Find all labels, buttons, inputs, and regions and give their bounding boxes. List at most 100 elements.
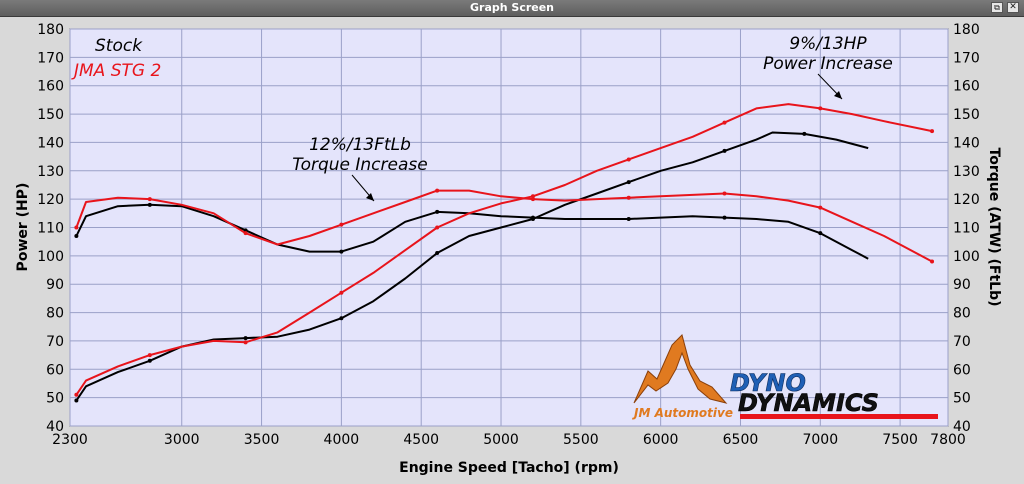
y-left-tick-label: 60 <box>46 362 64 378</box>
restore-window-icon[interactable]: ⧉ <box>991 2 1003 13</box>
series-point-2 <box>626 157 631 162</box>
series-point-0 <box>435 251 440 256</box>
jm-logo-icon <box>633 334 728 404</box>
series-point-3 <box>722 191 727 196</box>
y-left-tick-label: 70 <box>46 334 64 350</box>
window-titlebar: Graph Screen ⧉ ✕ <box>0 0 1024 17</box>
y-left-tick-label: 140 <box>37 135 64 151</box>
dyno-chart: 2300 3000 3500 4000 4500 5000 5500 6000 6500 7000… <box>15 22 1002 476</box>
y-right-tick-label: 180 <box>953 22 980 38</box>
y-right-tick-label: 160 <box>953 79 980 95</box>
annotation-torque-arrowhead <box>366 193 374 201</box>
x-axis-title: Engine Speed [Tacho] (rpm) <box>399 460 619 476</box>
y-left-tick-label: 120 <box>37 192 64 208</box>
close-window-icon[interactable]: ✕ <box>1007 2 1019 13</box>
x-tick-label: 3500 <box>244 432 280 448</box>
y-right-tick-label: 120 <box>953 192 980 208</box>
series-point-2 <box>818 106 823 111</box>
series-point-0 <box>243 336 248 341</box>
logo-word-dynamics: DYNAMICS <box>738 389 879 417</box>
grid-lines <box>69 28 949 427</box>
series-point-3 <box>243 231 248 236</box>
series-point-0 <box>626 180 631 185</box>
series-point-3 <box>930 259 935 264</box>
y-right-tick-label: 110 <box>953 221 980 237</box>
logo-brand-text: JM Automotive <box>632 406 733 420</box>
x-axis-ticks: 2300 3000 3500 4000 4500 5000 5500 6000 6500 7000… <box>52 432 966 448</box>
series-point-3 <box>339 222 344 227</box>
series-point-3 <box>530 197 535 202</box>
series-point-2 <box>435 225 440 230</box>
logo-underline-bar <box>740 414 938 419</box>
y-left-tick-label: 130 <box>37 164 64 180</box>
y-right-tick-label: 130 <box>953 164 980 180</box>
series-point-0 <box>74 398 79 403</box>
y-right-tick-label: 150 <box>953 107 980 123</box>
jm-dyno-dynamics-logo: JM Automotive DYNO DYNAMICS <box>632 334 938 420</box>
series-point-1 <box>530 215 535 220</box>
series-point-2 <box>74 392 79 397</box>
series-point-2 <box>530 194 535 199</box>
series-point-1 <box>243 228 248 233</box>
y-left-tick-label: 100 <box>37 249 64 265</box>
y-axis-right-ticks: 40 50 60 70 80 90 100 110 120 130 140 150 160 170 180 <box>953 22 980 435</box>
series-point-2 <box>930 129 935 134</box>
x-tick-label: 6000 <box>643 432 679 448</box>
series-point-1 <box>722 215 727 220</box>
y-right-tick-label: 100 <box>953 249 980 265</box>
x-tick-label: 3000 <box>164 432 200 448</box>
y-axis-right-title: Torque (ATW) (FtLb) <box>986 148 1002 307</box>
series-point-1 <box>818 231 823 236</box>
y-right-tick-label: 170 <box>953 50 980 66</box>
x-tick-label: 5500 <box>563 432 599 448</box>
x-tick-label: 2300 <box>52 432 88 448</box>
x-tick-label: 5000 <box>483 432 519 448</box>
series-point-3 <box>74 225 79 230</box>
series-point-3 <box>435 188 440 193</box>
series-point-0 <box>722 148 727 153</box>
x-tick-label: 7500 <box>882 432 918 448</box>
y-right-tick-label: 70 <box>953 334 971 350</box>
y-right-tick-label: 90 <box>953 277 971 293</box>
series-point-2 <box>339 290 344 295</box>
logo-word-dyno: DYNO <box>730 369 806 397</box>
series-point-3 <box>147 197 152 202</box>
window-title: Graph Screen <box>469 1 555 14</box>
series-point-0 <box>802 131 807 136</box>
y-left-tick-label: 50 <box>46 391 64 407</box>
y-left-tick-label: 170 <box>37 50 64 66</box>
x-tick-label: 4000 <box>324 432 360 448</box>
series-point-1 <box>626 216 631 221</box>
legend-stock: Stock <box>95 36 143 56</box>
series-point-0 <box>147 358 152 363</box>
series-point-2 <box>243 340 248 345</box>
y-left-tick-label: 110 <box>37 221 64 237</box>
y-left-tick-label: 150 <box>37 107 64 123</box>
y-left-tick-label: 90 <box>46 277 64 293</box>
y-right-tick-label: 140 <box>953 135 980 151</box>
series-lines <box>74 103 935 403</box>
series-point-0 <box>339 316 344 321</box>
x-tick-label: 6500 <box>723 432 759 448</box>
series-point-2 <box>722 120 727 125</box>
series-point-1 <box>339 249 344 254</box>
y-right-tick-label: 40 <box>953 419 971 435</box>
series-point-1 <box>74 234 79 239</box>
y-left-tick-label: 180 <box>37 22 64 38</box>
y-left-tick-label: 80 <box>46 306 64 322</box>
legend-jma-stg2: JMA STG 2 <box>71 61 161 81</box>
series-point-2 <box>147 353 152 358</box>
series-point-3 <box>818 205 823 210</box>
y-axis-left-ticks: 40 50 60 70 80 90 100 110 120 130 140 150 160 170 180 <box>37 22 64 435</box>
x-tick-label: 4500 <box>403 432 439 448</box>
annotation-power-line2: Power Increase <box>763 54 893 74</box>
series-line-2 <box>75 103 933 396</box>
y-right-tick-label: 50 <box>953 391 971 407</box>
y-right-tick-label: 80 <box>953 306 971 322</box>
y-right-tick-label: 60 <box>953 362 971 378</box>
series-point-1 <box>435 209 440 214</box>
series-line-3 <box>75 189 933 263</box>
y-left-tick-label: 160 <box>37 79 64 95</box>
annotation-power-line1: 9%/13HP <box>789 34 867 54</box>
x-tick-label: 7000 <box>802 432 838 448</box>
